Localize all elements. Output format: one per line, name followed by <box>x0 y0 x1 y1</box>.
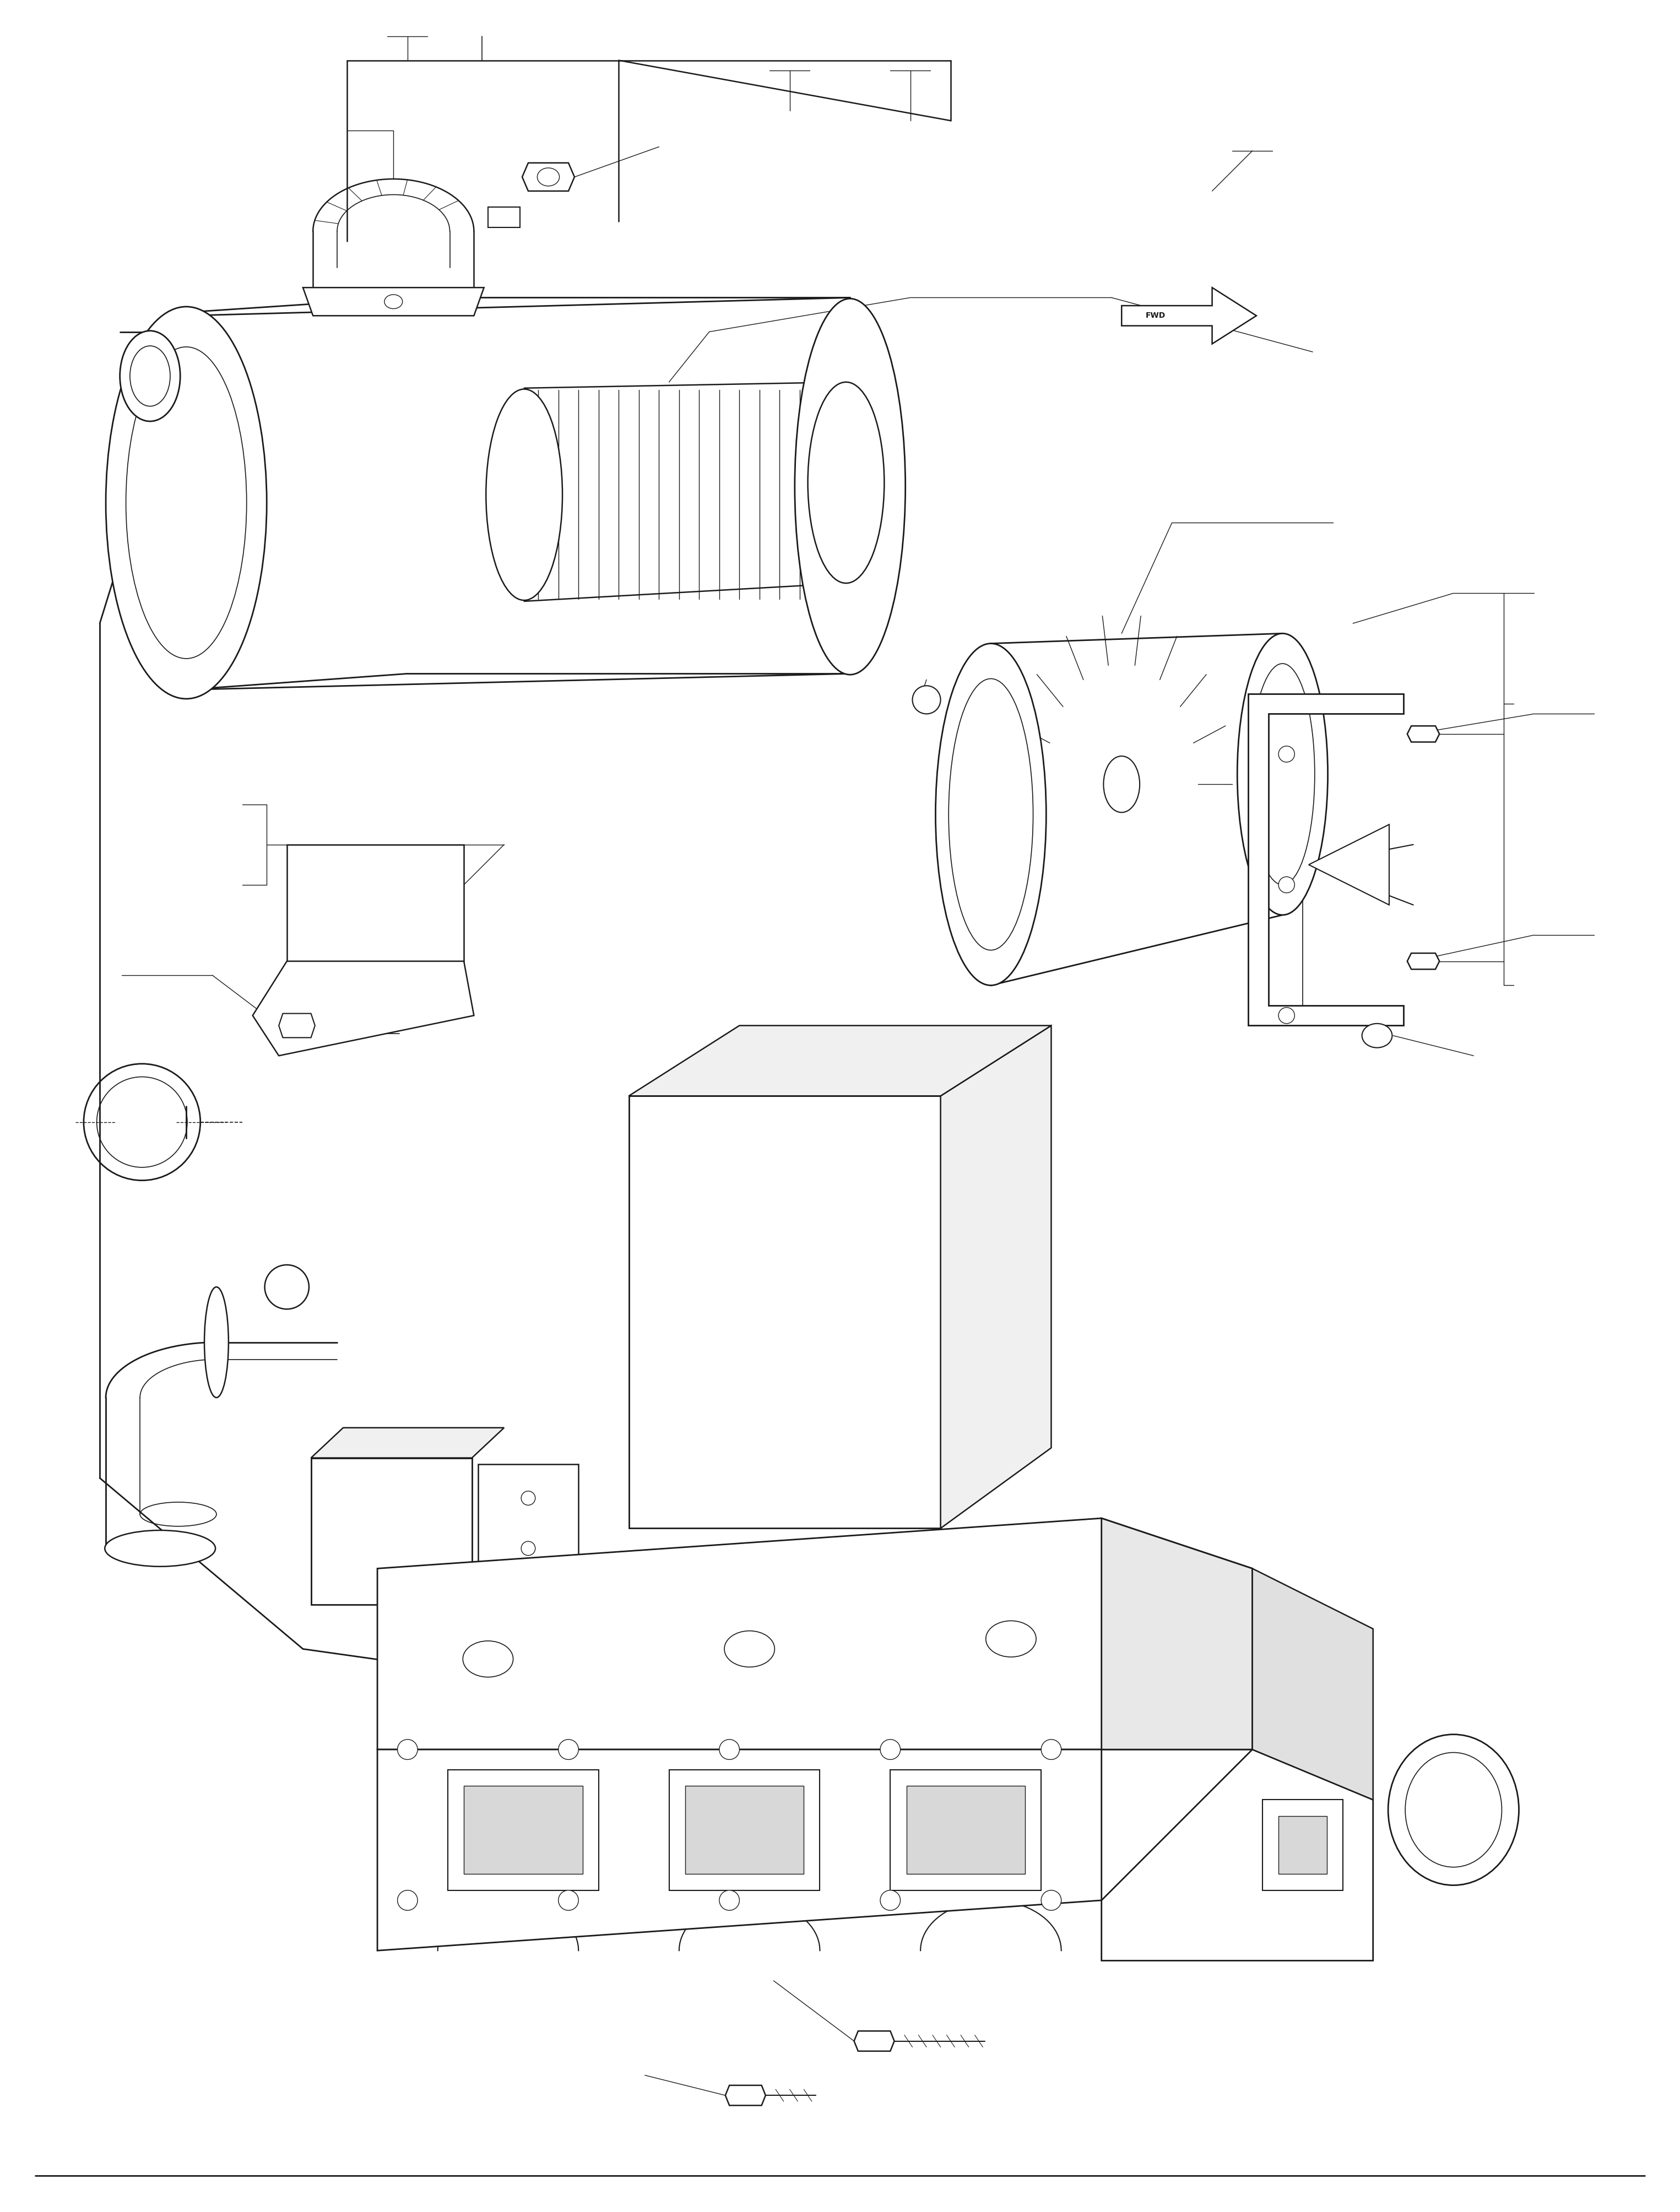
Ellipse shape <box>205 1287 228 1398</box>
Ellipse shape <box>521 1491 536 1504</box>
Polygon shape <box>252 962 474 1055</box>
Polygon shape <box>302 288 484 316</box>
Ellipse shape <box>104 1531 215 1566</box>
Polygon shape <box>464 1785 583 1874</box>
Polygon shape <box>726 2086 766 2106</box>
Ellipse shape <box>1042 1891 1062 1911</box>
Ellipse shape <box>1042 1739 1062 1759</box>
Polygon shape <box>522 164 575 190</box>
Polygon shape <box>1102 1517 1252 1750</box>
Ellipse shape <box>385 294 403 310</box>
Ellipse shape <box>1388 1734 1519 1885</box>
Polygon shape <box>941 1026 1052 1528</box>
Polygon shape <box>853 2031 894 2051</box>
Polygon shape <box>311 1458 472 1604</box>
Ellipse shape <box>719 1891 739 1911</box>
Polygon shape <box>669 1770 820 1891</box>
Ellipse shape <box>795 299 906 675</box>
Polygon shape <box>311 1427 504 1458</box>
Polygon shape <box>477 1464 578 1601</box>
Text: FWD: FWD <box>1146 312 1166 319</box>
Ellipse shape <box>486 389 563 599</box>
Polygon shape <box>279 1013 316 1037</box>
Ellipse shape <box>936 644 1047 984</box>
Polygon shape <box>1252 1568 1373 1801</box>
Polygon shape <box>378 1517 1252 1750</box>
Polygon shape <box>1278 1816 1327 1874</box>
Polygon shape <box>1122 288 1257 343</box>
Polygon shape <box>1248 695 1403 1026</box>
Ellipse shape <box>521 1542 536 1555</box>
Polygon shape <box>1408 726 1440 741</box>
Ellipse shape <box>986 1621 1037 1657</box>
Polygon shape <box>890 1770 1042 1891</box>
Ellipse shape <box>1104 757 1139 812</box>
Ellipse shape <box>880 1891 900 1911</box>
Ellipse shape <box>719 1739 739 1759</box>
Polygon shape <box>1102 1750 1373 1960</box>
Ellipse shape <box>808 383 884 584</box>
Polygon shape <box>1262 1801 1342 1891</box>
Ellipse shape <box>1362 1024 1393 1048</box>
Ellipse shape <box>398 1891 418 1911</box>
Polygon shape <box>287 845 464 962</box>
Ellipse shape <box>912 686 941 714</box>
Ellipse shape <box>1278 876 1295 894</box>
Polygon shape <box>628 1026 1052 1095</box>
Polygon shape <box>628 1095 941 1528</box>
Ellipse shape <box>398 1739 418 1759</box>
Polygon shape <box>1309 825 1389 905</box>
Polygon shape <box>685 1785 803 1874</box>
Ellipse shape <box>558 1739 578 1759</box>
Ellipse shape <box>464 1641 512 1677</box>
Ellipse shape <box>106 307 267 699</box>
Polygon shape <box>378 1750 1102 1951</box>
Polygon shape <box>487 208 521 228</box>
Ellipse shape <box>1236 633 1327 916</box>
Ellipse shape <box>119 332 180 420</box>
Ellipse shape <box>521 1593 536 1606</box>
Ellipse shape <box>558 1891 578 1911</box>
Polygon shape <box>1408 953 1440 969</box>
Ellipse shape <box>1278 745 1295 763</box>
Ellipse shape <box>1278 1006 1295 1024</box>
Ellipse shape <box>724 1630 774 1668</box>
Polygon shape <box>449 1770 598 1891</box>
Ellipse shape <box>880 1739 900 1759</box>
Polygon shape <box>907 1785 1025 1874</box>
